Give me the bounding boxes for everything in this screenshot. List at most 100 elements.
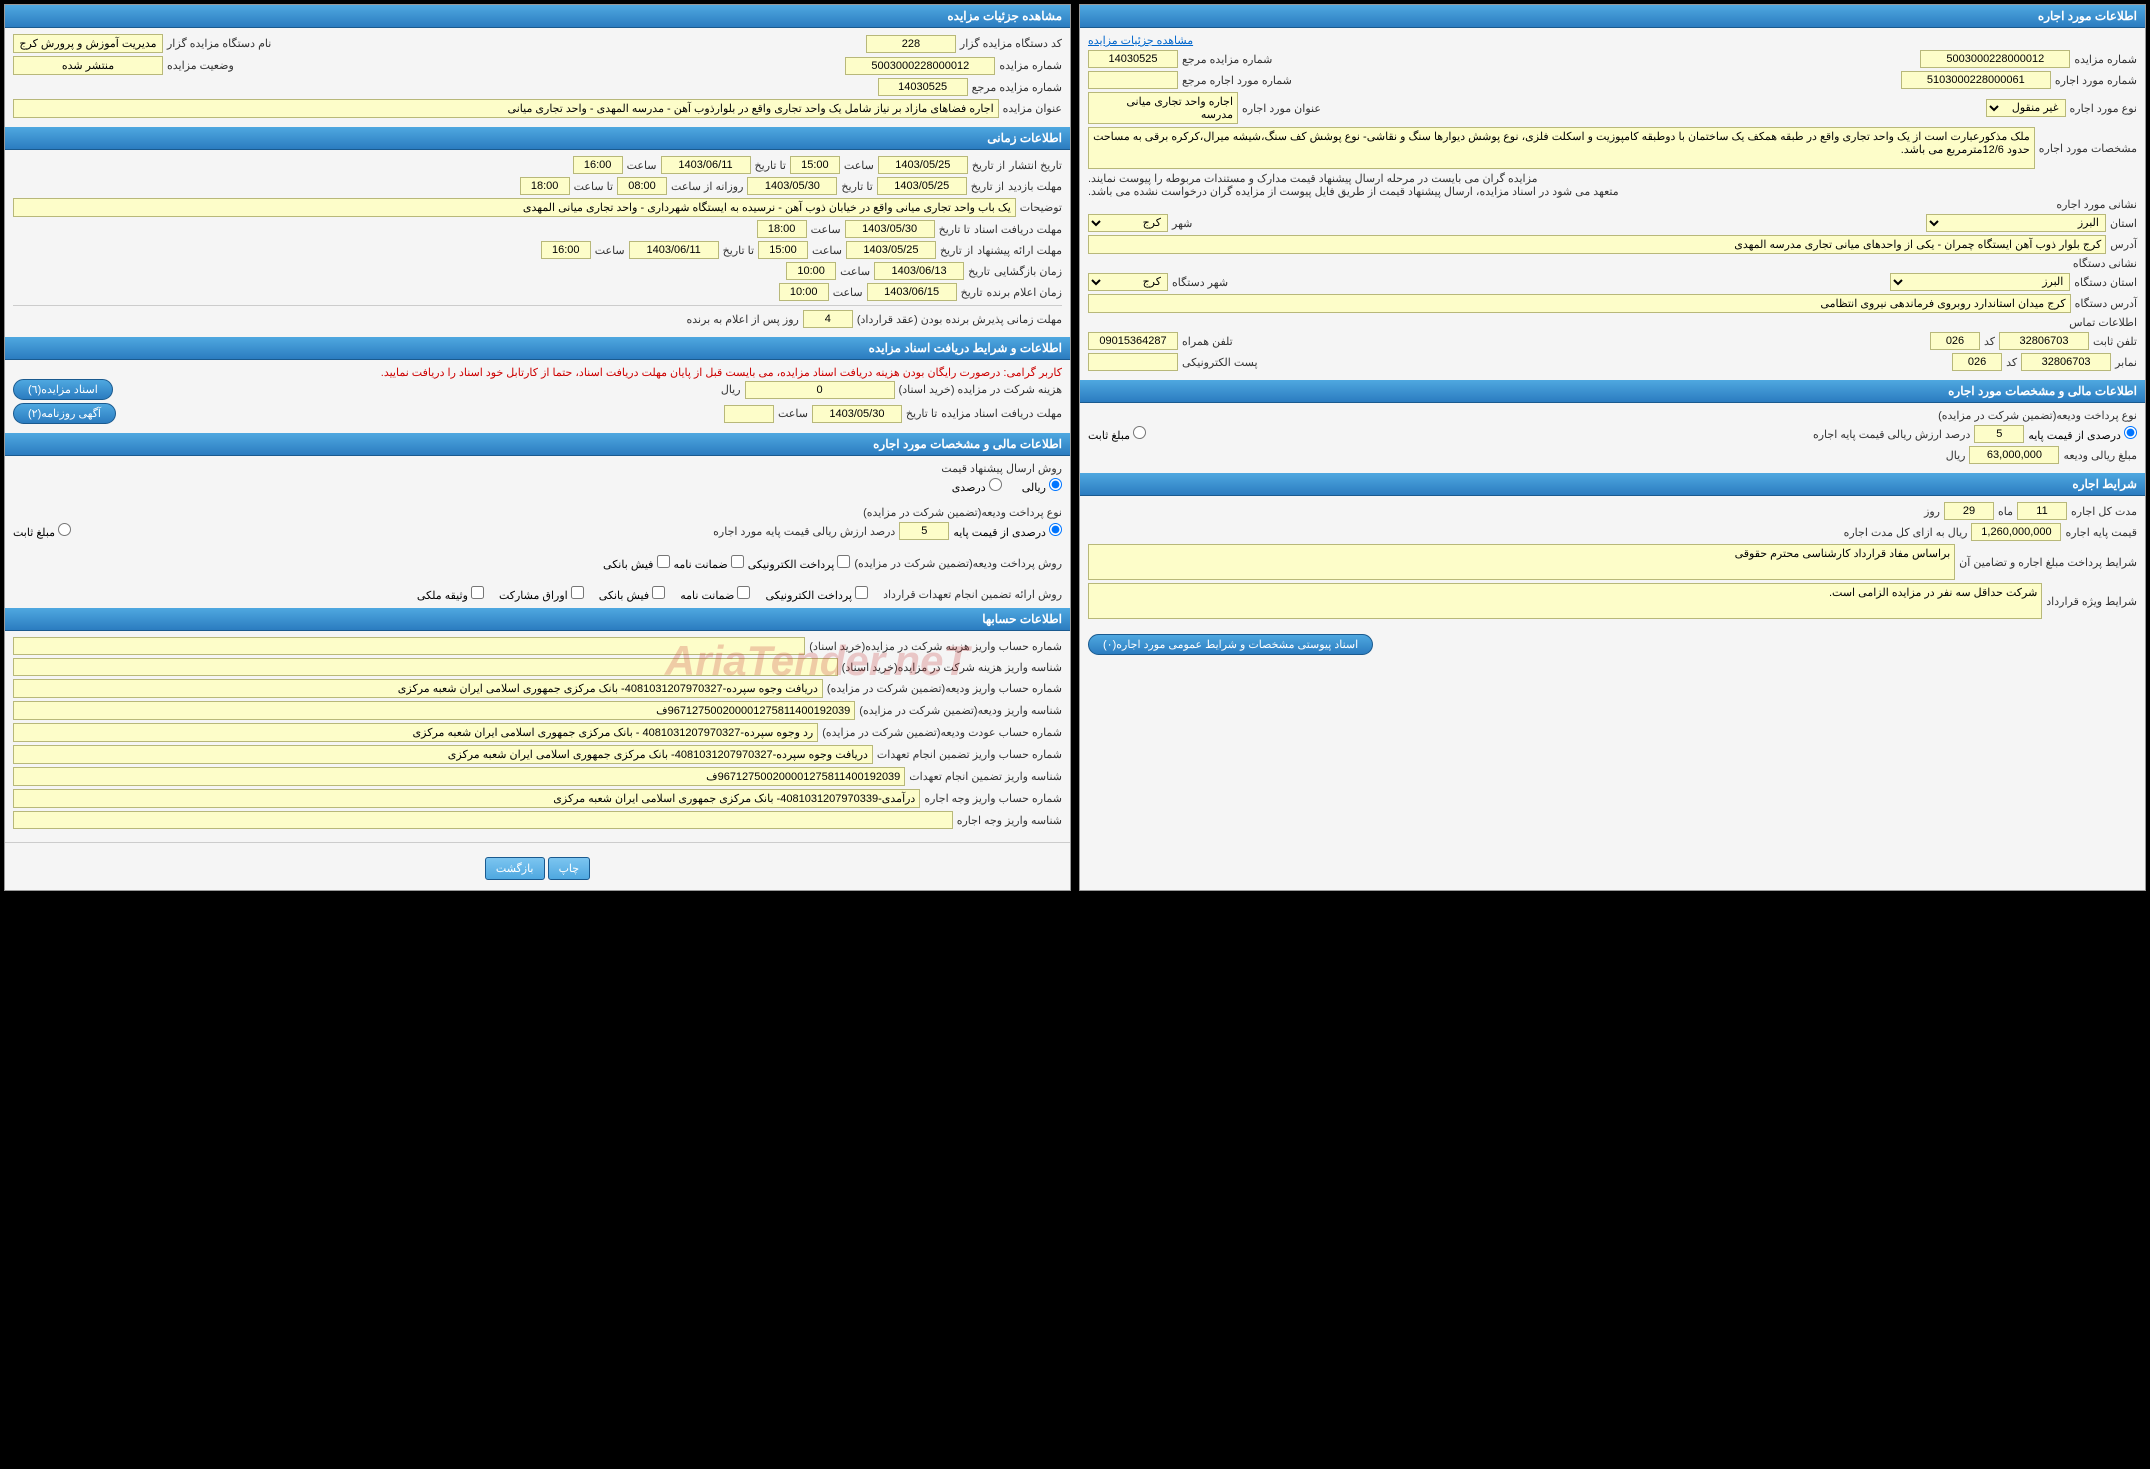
acc1-id-label: شناسه واریز هزینه شرکت در مزایده(خرید اس…	[842, 661, 1062, 674]
email-field	[1088, 353, 1178, 371]
type-select[interactable]: غیر منقول	[1986, 99, 2066, 117]
payment-terms-label: شرایط پرداخت مبلغ اجاره و تضامین آن	[1959, 556, 2137, 569]
print-button[interactable]: چاپ	[548, 857, 591, 880]
announce-label: زمان اعلام برنده	[987, 286, 1062, 299]
publish-from-time: 15:00	[790, 156, 840, 174]
acc2-label: شماره حساب واریز ودیعه(تضمین شرکت در مزا…	[827, 682, 1062, 695]
announce-date: 1403/06/15	[867, 283, 957, 301]
addr-label: آدرس	[2110, 238, 2137, 251]
winner-days: 4	[803, 310, 853, 328]
acc3-label: شماره حساب عودت ودیعه(تضمین شرکت در مزای…	[822, 726, 1062, 739]
mobile-label: تلفن همراه	[1182, 335, 1233, 348]
to-date-3: تا تاریخ	[939, 223, 970, 236]
province-label: استان	[2110, 217, 2137, 230]
electronic-check[interactable]: پرداخت الکترونیکی	[748, 555, 851, 571]
terms-header: شرایط اجاره	[1080, 473, 2145, 496]
deadline-label: مهلت دریافت اسناد مزایده	[941, 407, 1062, 420]
duration-label: مدت کل اجاره	[2071, 505, 2137, 518]
guarantee-check[interactable]: ضمانت نامه	[674, 555, 744, 571]
org-province-select[interactable]: البرز	[1890, 273, 2070, 291]
details-link[interactable]: مشاهده جزئیات مزایده	[1088, 34, 1193, 47]
org-addr-label: نشانی دستگاه	[2073, 257, 2137, 270]
daily-from: روزانه از ساعت	[671, 180, 743, 193]
acc4-label: شماره حساب واریز تضمین انجام تعهدات	[877, 748, 1062, 761]
bank-receipt-check-2[interactable]: فیش بانکی	[599, 586, 665, 602]
accounts-header: اطلاعات حسابها	[5, 608, 1070, 631]
org-addr2-field: کرج میدان استاندارد روبروی فرماندهی نیرو…	[1088, 294, 2071, 313]
acc3-field: رد وجوه سپرده-4081031207970327 - بانک مر…	[13, 723, 818, 742]
details-header: مشاهده جزئیات مزایده	[5, 5, 1070, 28]
docs-button[interactable]: اسناد مزایده(٦)	[13, 379, 113, 400]
visit-daily-from: 08:00	[617, 177, 667, 195]
publish-to: 1403/06/11	[661, 156, 751, 174]
phone-field: 32806703	[1999, 332, 2089, 350]
date-2: تاریخ	[961, 286, 983, 299]
left-panel: مشاهده جزئیات مزایده کد دستگاه مزایده گز…	[4, 4, 1071, 891]
lease-header: اطلاعات مورد اجاره	[1080, 5, 2145, 28]
status-label: وضعیت مزایده	[167, 59, 234, 72]
r-percent-suffix: درصد ارزش ریالی قیمت پایه اجاره	[1813, 428, 1970, 441]
electronic-check-2[interactable]: پرداخت الکترونیکی	[765, 586, 868, 602]
to-time: تا ساعت	[574, 180, 613, 193]
code-2: کد	[2006, 356, 2017, 369]
rial-radio[interactable]: ریالی	[1022, 478, 1062, 494]
date-1: تاریخ	[968, 265, 990, 278]
note2: متعهد می شود در اسناد مزایده، ارسال پیشن…	[1088, 185, 2137, 198]
acc4-id-field: 967127500200001275811400192039ف	[13, 767, 905, 786]
lease-ref-label: شماره مورد اجاره مرجع	[1182, 74, 1292, 87]
fee-label: هزینه شرکت در مزایده (خرید اسناد)	[899, 383, 1062, 396]
deposit-type-label: نوع پرداخت ودیعه(تضمین شرکت در مزایده)	[863, 506, 1062, 519]
to-date-4: تا تاریخ	[723, 244, 754, 257]
specs-label: مشخصات مورد اجاره	[2039, 142, 2137, 155]
deadline-time	[724, 405, 774, 423]
r-auction-num-label: شماره مزایده	[2074, 53, 2137, 66]
acc5-label: شماره حساب واریز وجه اجاره	[924, 792, 1062, 805]
r-auction-num: 5003000228000012	[1920, 50, 2070, 68]
time-4: ساعت	[812, 244, 842, 257]
docs-header: اطلاعات و شرایط دریافت اسناد مزایده	[5, 337, 1070, 360]
bank-receipt-check[interactable]: فیش بانکی	[603, 555, 669, 571]
r-title-label: عنوان مورد اجاره	[1242, 102, 1321, 115]
publish-to-time: 16:00	[573, 156, 623, 174]
r-percent-field: 5	[1974, 425, 2024, 443]
notes-label: توضیحات	[1020, 201, 1062, 214]
back-button[interactable]: بازگشت	[485, 857, 545, 880]
fixed-radio[interactable]: مبلغ ثابت	[13, 523, 71, 539]
acc1-id-field	[13, 658, 838, 676]
winner-days-suffix: روز پس از اعلام به برنده	[686, 313, 798, 326]
percent-radio[interactable]: درصدی	[952, 478, 1002, 494]
org-label: نام دستگاه مزایده گزار	[167, 37, 271, 50]
visit-label: مهلت بازدید	[1008, 180, 1062, 193]
from-date-2: از تاریخ	[971, 180, 1004, 193]
acc2-id-label: شناسه واریز ودیعه(تضمین شرکت در مزایده)	[859, 704, 1062, 717]
news-button[interactable]: آگهی روزنامه(٢)	[13, 403, 116, 424]
time-8: ساعت	[778, 407, 808, 420]
percent-suffix: درصد ارزش ریالی قیمت پایه مورد اجاره	[713, 525, 895, 538]
email-label: پست الکترونیکی	[1182, 356, 1258, 369]
r-fixed-radio[interactable]: مبلغ ثابت	[1088, 426, 1146, 442]
fax-code-field: 026	[1952, 353, 2002, 371]
rial-1: ریال	[721, 383, 741, 396]
province-select[interactable]: البرز	[1926, 214, 2106, 232]
address-label: نشانی مورد اجاره	[2056, 198, 2137, 211]
visit-to: 1403/05/30	[747, 177, 837, 195]
city-select[interactable]: کرج	[1088, 214, 1168, 232]
guarantee-check-2[interactable]: ضمانت نامه	[680, 586, 750, 602]
time-header: اطلاعات زمانی	[5, 127, 1070, 150]
publish-from: 1403/05/25	[878, 156, 968, 174]
r-percent-radio[interactable]: درصدی از قیمت پایه	[2028, 426, 2137, 442]
securities-check[interactable]: اوراق مشارکت	[499, 586, 584, 602]
days-field: 29	[1944, 502, 1994, 520]
org-city-select[interactable]: کرج	[1088, 273, 1168, 291]
code-1: کد	[1984, 335, 1995, 348]
percent-field: 5	[899, 522, 949, 540]
attach-button[interactable]: اسناد پیوستی مشخصات و شرایط عمومی مورد ا…	[1088, 634, 1373, 655]
days-lbl: روز	[1924, 505, 1940, 518]
property-check[interactable]: وثیقه ملکی	[417, 586, 484, 602]
lease-num: 5103000228000061	[1901, 71, 2051, 89]
percent-base-radio[interactable]: درصدی از قیمت پایه	[953, 523, 1062, 539]
from-date-3: از تاریخ	[940, 244, 973, 257]
months-lbl: ماه	[1998, 505, 2013, 518]
docs-warning: کاربر گرامی: درصورت رایگان بودن هزینه در…	[13, 366, 1062, 379]
base-price-field: 1,260,000,000	[1971, 523, 2061, 541]
